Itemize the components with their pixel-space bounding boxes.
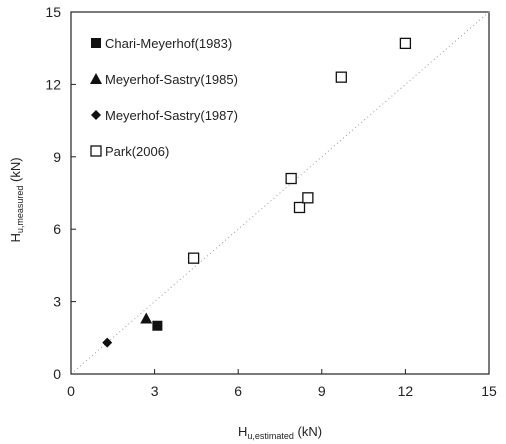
- y-axis-label-sub: u,measured: [15, 186, 25, 234]
- y-axis-label-main: H: [8, 233, 23, 242]
- y-tick-label: 3: [53, 294, 61, 310]
- x-axis-label: Hu,estimated (kN): [238, 424, 322, 441]
- legend-marker: [90, 73, 102, 84]
- legend-marker: [91, 110, 101, 120]
- data-point: [152, 320, 163, 331]
- x-tick-label: 6: [234, 383, 242, 399]
- data-point: [187, 252, 200, 264]
- x-axis-label-unit: (kN): [294, 424, 322, 439]
- y-tick-label: 15: [45, 4, 61, 20]
- x-axis-ticks: 0 3 6 9 12 15: [67, 369, 497, 399]
- data-point: [293, 201, 306, 214]
- legend-label: Park(2006): [105, 144, 169, 159]
- data-point: [140, 312, 153, 324]
- legend-label: Meyerhof-Sastry(1985): [105, 72, 238, 87]
- data-point: [335, 71, 347, 83]
- x-axis-label-main: H: [238, 424, 247, 439]
- y-axis-ticks: 0 3 6 9 12 15: [45, 4, 76, 382]
- legend-label: Chari-Meyerhof(1983): [105, 36, 232, 51]
- y-tick-label: 9: [53, 149, 61, 165]
- x-tick-label: 12: [398, 383, 414, 399]
- x-tick-label: 15: [481, 383, 497, 399]
- y-tick-label: 0: [53, 366, 61, 382]
- plot-frame: [70, 11, 490, 375]
- y-tick-label: 12: [45, 76, 61, 92]
- data-point: [399, 37, 412, 50]
- x-tick-label: 0: [67, 383, 75, 399]
- x-tick-label: 3: [151, 383, 159, 399]
- y-axis-label: Hu,measured (kN): [8, 157, 25, 242]
- reference-line-layer: [70, 11, 490, 375]
- y-tick-label: 6: [53, 221, 61, 237]
- reference-line: [70, 11, 490, 375]
- legend-marker: [91, 38, 101, 48]
- legend-marker: [90, 145, 102, 157]
- data-point: [302, 192, 314, 204]
- data-point: [102, 337, 113, 348]
- data-points: [102, 37, 412, 348]
- x-tick-label: 9: [318, 383, 326, 399]
- legend: Chari-Meyerhof(1983) Meyerhof-Sastry(1985…: [90, 36, 238, 159]
- data-point: [285, 172, 297, 185]
- legend-label: Meyerhof-Sastry(1987): [105, 108, 238, 123]
- x-axis-label-sub: u,estimated: [247, 431, 294, 441]
- y-axis-label-unit: (kN): [8, 157, 23, 185]
